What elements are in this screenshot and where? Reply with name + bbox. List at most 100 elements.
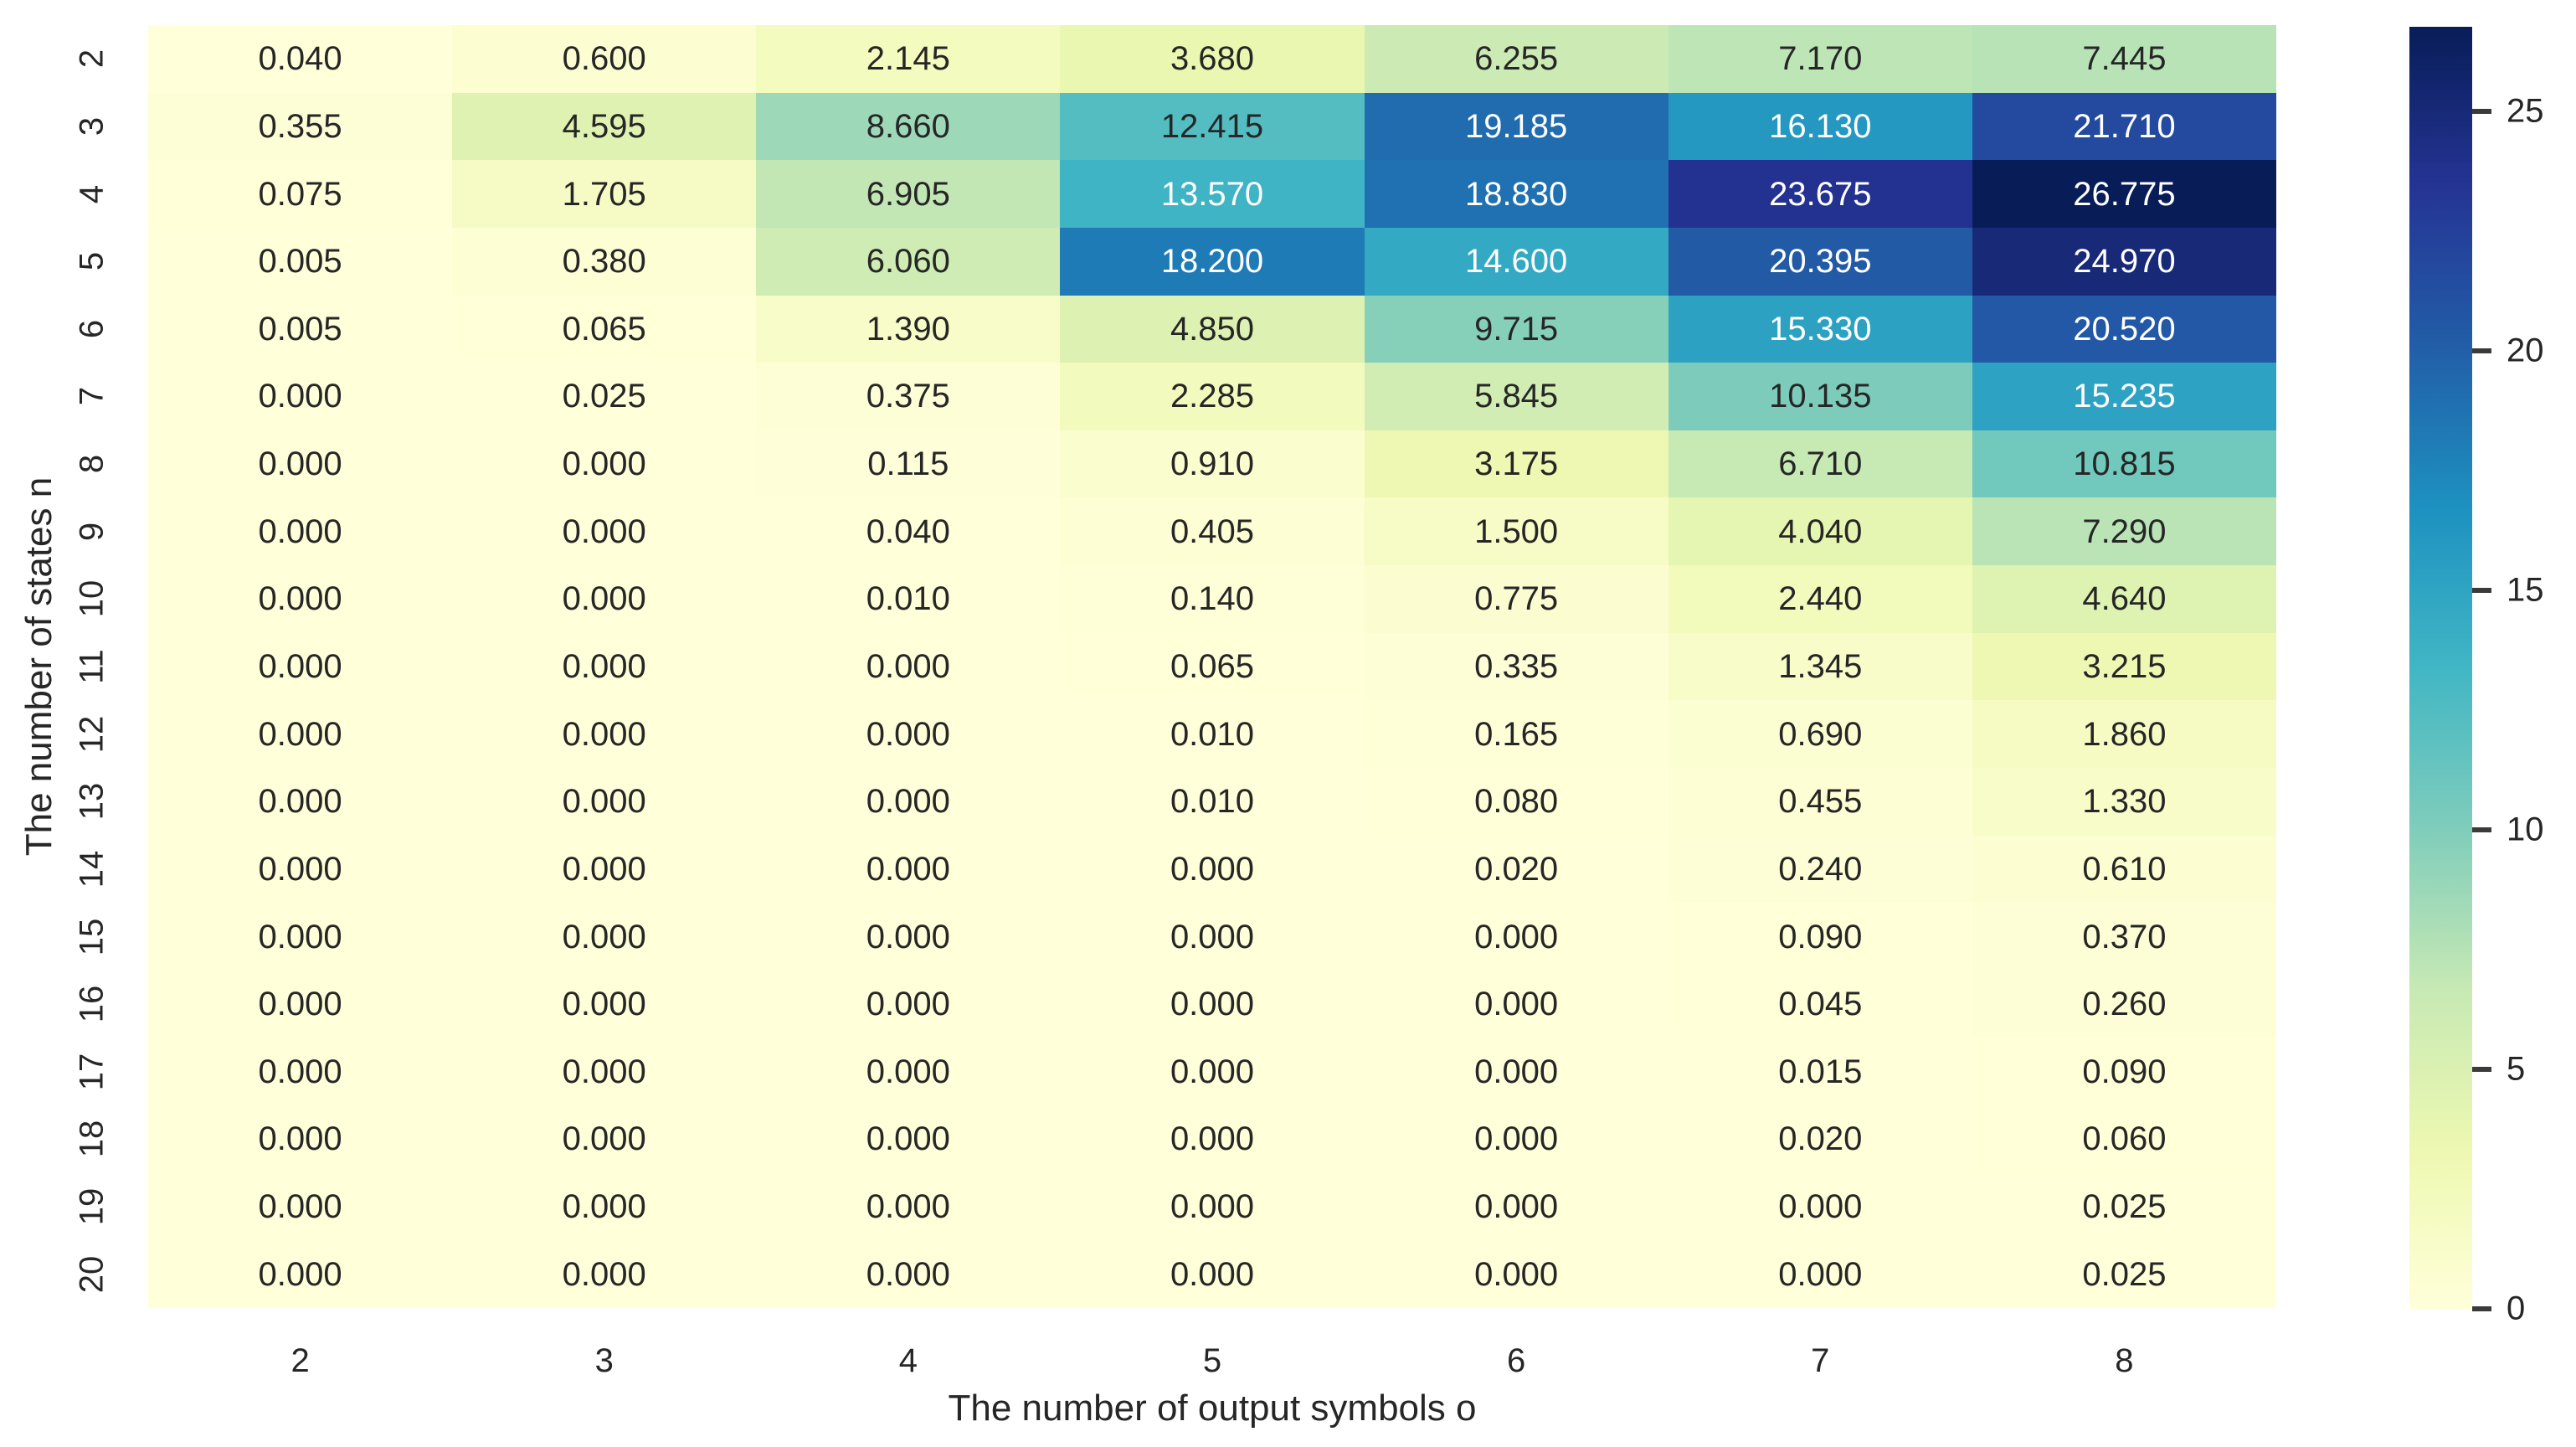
heatmap-cell: 0.075 [148, 160, 453, 228]
heatmap-cell: 0.000 [756, 835, 1061, 904]
heatmap-cell: 0.090 [1972, 1038, 2276, 1106]
heatmap-cell: 15.235 [1972, 363, 2276, 430]
cell-value: 0.000 [258, 1120, 342, 1158]
cell-value: 0.355 [258, 107, 342, 145]
heatmap-cell: 23.675 [1668, 160, 1972, 228]
cell-value: 1.500 [1474, 512, 1559, 550]
cell-value: 0.000 [866, 918, 950, 955]
colorbar-tick-label: 20 [2507, 332, 2544, 369]
cell-value: 2.285 [1170, 378, 1255, 415]
cell-value: 0.000 [562, 850, 646, 888]
heatmap-cell: 0.000 [1364, 970, 1668, 1038]
cell-value: 0.600 [562, 40, 646, 78]
y-tick-label: 13 [73, 783, 111, 821]
heatmap-cell: 0.000 [756, 970, 1061, 1038]
y-tick-label: 20 [73, 1255, 111, 1293]
heatmap-cell: 0.020 [1364, 835, 1668, 904]
heatmap-cell: 4.850 [1060, 295, 1365, 363]
heatmap-cell: 0.600 [452, 25, 757, 93]
cell-value: 24.970 [2073, 243, 2176, 281]
heatmap-cell: 0.335 [1364, 632, 1668, 701]
heatmap-cell: 0.405 [1060, 497, 1365, 566]
cell-value: 2.145 [866, 40, 950, 78]
cell-value: 18.830 [1464, 175, 1568, 213]
cell-value: 0.000 [258, 647, 342, 685]
heatmap-cell: 3.175 [1364, 430, 1668, 498]
cell-value: 0.005 [258, 310, 342, 348]
cell-value: 0.000 [1170, 1120, 1255, 1158]
cell-value: 13.570 [1160, 175, 1264, 213]
heatmap-cell: 12.415 [1060, 92, 1365, 161]
heatmap-cell: 0.000 [452, 1240, 757, 1308]
cell-value: 0.000 [866, 783, 950, 821]
cell-value: 0.020 [1778, 1120, 1863, 1158]
x-tick-label: 2 [291, 1342, 310, 1379]
cell-value: 0.000 [1474, 986, 1559, 1023]
cell-value: 0.000 [562, 1188, 646, 1226]
heatmap-cell: 13.570 [1060, 160, 1365, 228]
heatmap-cell: 0.000 [1060, 1105, 1365, 1173]
cell-value: 0.000 [866, 1188, 950, 1226]
heatmap-cell: 0.000 [1364, 1105, 1668, 1173]
cell-value: 0.000 [562, 1120, 646, 1158]
heatmap-cell: 0.010 [1060, 700, 1365, 768]
x-tick-label: 5 [1202, 1342, 1222, 1379]
cell-value: 20.395 [1769, 243, 1872, 281]
cell-value: 1.860 [2082, 715, 2167, 753]
heatmap-cell: 0.355 [148, 92, 453, 161]
cell-value: 0.000 [1170, 986, 1255, 1023]
heatmap-cell: 0.020 [1668, 1105, 1972, 1173]
heatmap-cell: 0.000 [148, 497, 453, 566]
heatmap-cell: 0.000 [452, 970, 757, 1038]
heatmap-cell: 10.135 [1668, 363, 1972, 430]
colorbar-tick-mark [2472, 827, 2491, 833]
heatmap-cell: 0.000 [148, 363, 453, 430]
cell-value: 26.775 [2073, 175, 2176, 213]
heatmap-cell: 0.000 [756, 1172, 1061, 1241]
cell-value: 0.075 [258, 175, 342, 213]
heatmap-cell: 2.145 [756, 25, 1061, 93]
cell-value: 0.455 [1778, 783, 1863, 821]
cell-value: 1.345 [1778, 647, 1863, 685]
cell-value: 0.080 [1474, 783, 1559, 821]
cell-value: 0.000 [562, 918, 646, 955]
heatmap-cell: 0.000 [148, 430, 453, 498]
heatmap-cell: 1.500 [1364, 497, 1668, 566]
heatmap-cell: 0.000 [148, 565, 453, 633]
cell-value: 0.000 [562, 783, 646, 821]
heatmap-cell: 0.000 [1364, 1172, 1668, 1241]
cell-value: 0.000 [1474, 1120, 1559, 1158]
y-tick-label: 12 [73, 715, 111, 753]
cell-value: 0.005 [258, 243, 342, 281]
cell-value: 0.000 [258, 715, 342, 753]
cell-value: 0.000 [866, 1053, 950, 1090]
heatmap-cell: 2.285 [1060, 363, 1365, 430]
cell-value: 0.405 [1170, 512, 1255, 550]
heatmap-cell: 0.000 [1060, 903, 1365, 971]
heatmap-cell: 0.080 [1364, 767, 1668, 836]
heatmap-cell: 0.000 [452, 1105, 757, 1173]
heatmap-cell: 0.000 [148, 1038, 453, 1106]
cell-value: 0.000 [562, 647, 646, 685]
y-tick-label: 3 [73, 116, 111, 136]
cell-value: 16.130 [1769, 107, 1872, 145]
colorbar-tick-label: 0 [2507, 1290, 2526, 1327]
cell-value: 10.815 [2073, 445, 2176, 483]
heatmap-cell: 6.905 [756, 160, 1061, 228]
cell-value: 0.115 [867, 445, 949, 483]
heatmap-cell: 0.025 [452, 363, 757, 430]
heatmap-cell: 0.025 [1972, 1240, 2276, 1308]
cell-value: 3.680 [1170, 40, 1255, 78]
cell-value: 0.000 [562, 1255, 646, 1293]
heatmap-cell: 0.370 [1972, 903, 2276, 971]
heatmap-cell: 0.000 [148, 1240, 453, 1308]
heatmap-cell: 0.000 [148, 632, 453, 701]
heatmap-cell: 3.215 [1972, 632, 2276, 701]
cell-value: 9.715 [1474, 310, 1559, 348]
cell-value: 20.520 [2073, 310, 2176, 348]
y-tick-label: 16 [73, 985, 111, 1023]
heatmap-cell: 3.680 [1060, 25, 1365, 93]
heatmap-cell: 0.375 [756, 363, 1061, 430]
heatmap-cell: 0.000 [148, 1105, 453, 1173]
cell-value: 3.175 [1474, 445, 1559, 483]
